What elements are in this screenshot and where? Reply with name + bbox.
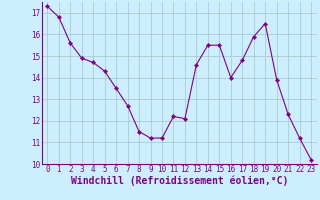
X-axis label: Windchill (Refroidissement éolien,°C): Windchill (Refroidissement éolien,°C)	[70, 176, 288, 186]
